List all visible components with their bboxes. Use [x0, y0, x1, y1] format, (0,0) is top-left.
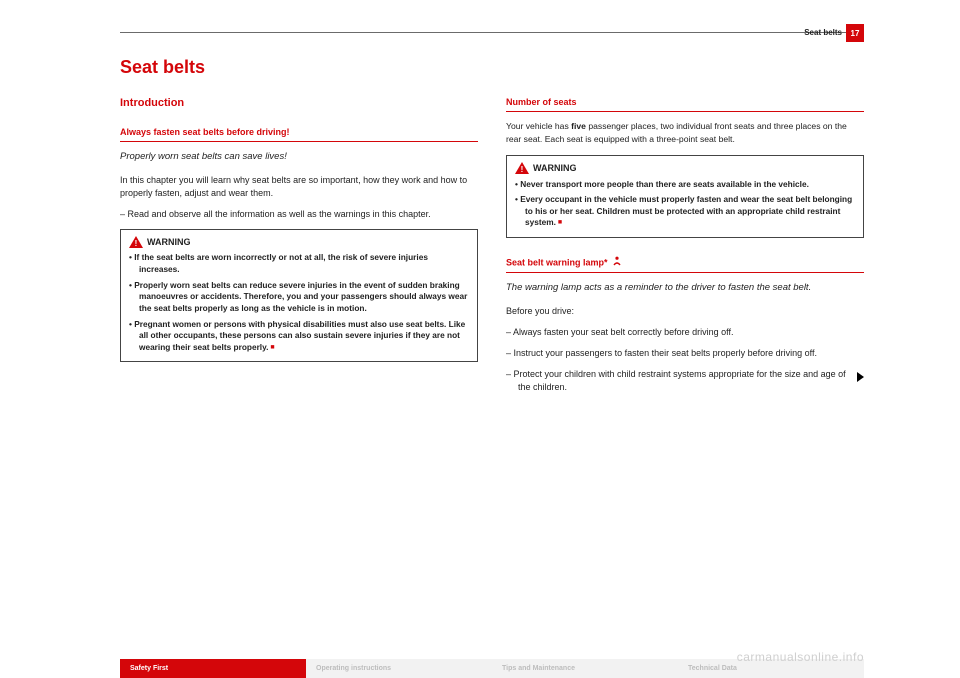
subheading-number-of-seats: Number of seats — [506, 96, 864, 112]
subheading-text: Seat belt warning lamp* — [506, 257, 608, 267]
seats-bold-five: five — [571, 121, 586, 131]
warning-label: WARNING — [533, 162, 577, 175]
left-column: Introduction Always fasten seat belts be… — [120, 96, 478, 643]
right-column: Number of seats Your vehicle has five pa… — [506, 96, 864, 643]
warning-header: ! WARNING — [129, 236, 469, 249]
tab-safety-first[interactable]: Safety First — [120, 659, 306, 678]
page-number: 17 — [846, 24, 864, 42]
section-heading-introduction: Introduction — [120, 96, 478, 112]
end-marker-icon: ■ — [270, 344, 274, 351]
warning-box-left: ! WARNING If the seat belts are worn inc… — [120, 229, 478, 362]
chapter-title: Seat belts — [120, 57, 864, 78]
content-columns: Introduction Always fasten seat belts be… — [120, 96, 864, 643]
warning-item-text: Pregnant women or persons with physical … — [134, 319, 465, 352]
end-marker-icon: ■ — [558, 219, 562, 226]
tab-tips-maintenance[interactable]: Tips and Maintenance — [492, 659, 678, 678]
warning-item: Pregnant women or persons with physical … — [129, 319, 469, 354]
running-head: Seat belts — [804, 28, 842, 37]
intro-paragraph: In this chapter you will learn why seat … — [120, 174, 478, 200]
warning-triangle-icon: ! — [515, 162, 529, 174]
continue-arrow-icon — [857, 372, 864, 382]
warning-item-text: Every occupant in the vehicle must prope… — [520, 194, 852, 227]
warning-item: If the seat belts are worn incorrectly o… — [129, 252, 469, 275]
warning-item: Never transport more people than there a… — [515, 179, 855, 191]
seatbelt-lamp-icon — [612, 256, 622, 270]
drive-dash-2: Instruct your passengers to fasten their… — [506, 347, 864, 360]
seats-text-pre: Your vehicle has — [506, 121, 571, 131]
warning-item: Properly worn seat belts can reduce seve… — [129, 280, 469, 315]
top-rule: Seat belts 17 — [120, 32, 864, 33]
seats-paragraph: Your vehicle has five passenger places, … — [506, 120, 864, 145]
warning-item: Every occupant in the vehicle must prope… — [515, 194, 855, 229]
drive-dash-3: Protect your children with child restrai… — [506, 368, 850, 394]
manual-page: Seat belts 17 Seat belts Introduction Al… — [0, 0, 960, 678]
warning-label: WARNING — [147, 236, 191, 249]
before-you-drive: Before you drive: — [506, 305, 864, 318]
watermark: carmanualsonline.info — [737, 650, 864, 664]
subheading-warning-lamp: Seat belt warning lamp* — [506, 256, 864, 273]
subheading-always-fasten: Always fasten seat belts before driving! — [120, 126, 478, 142]
intro-dash-1: Read and observe all the information as … — [120, 208, 478, 221]
lamp-italic: The warning lamp acts as a reminder to t… — [506, 281, 864, 295]
warning-box-right: ! WARNING Never transport more people th… — [506, 155, 864, 238]
drive-dash-1: Always fasten your seat belt correctly b… — [506, 326, 864, 339]
warning-triangle-icon: ! — [129, 236, 143, 248]
warning-header: ! WARNING — [515, 162, 855, 175]
spacer — [506, 238, 864, 256]
intro-italic: Properly worn seat belts can save lives! — [120, 150, 478, 164]
tab-operating-instructions[interactable]: Operating instructions — [306, 659, 492, 678]
